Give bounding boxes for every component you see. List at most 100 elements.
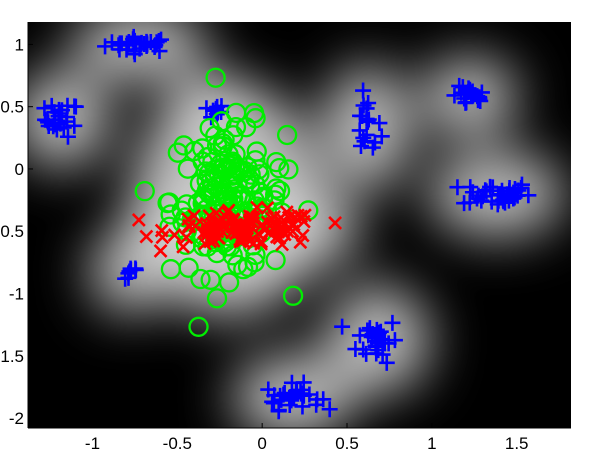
plus-marker bbox=[490, 192, 507, 209]
plus-marker bbox=[59, 128, 76, 145]
cross-marker bbox=[274, 215, 289, 230]
cross-marker bbox=[286, 217, 301, 232]
plus-marker bbox=[364, 139, 381, 156]
circle-marker bbox=[235, 117, 257, 138]
cross-marker bbox=[228, 226, 243, 241]
plus-marker bbox=[292, 381, 309, 398]
plus-marker bbox=[449, 179, 466, 196]
circle-marker bbox=[218, 272, 240, 293]
plus-marker bbox=[351, 327, 368, 344]
plus-marker bbox=[283, 374, 300, 391]
circle-marker bbox=[224, 164, 245, 185]
plus-marker bbox=[43, 97, 60, 114]
circle-marker bbox=[277, 124, 298, 146]
cross-marker bbox=[215, 225, 230, 239]
circle-marker bbox=[265, 184, 286, 205]
circle-marker bbox=[198, 163, 219, 184]
circle-marker bbox=[265, 249, 286, 271]
circle-marker bbox=[211, 111, 232, 132]
plus-marker bbox=[103, 34, 120, 51]
cross-marker bbox=[267, 209, 282, 224]
plus-marker bbox=[473, 192, 490, 209]
plus-marker bbox=[456, 90, 473, 107]
y-tick-label: 0 bbox=[15, 160, 24, 179]
plus-marker bbox=[451, 77, 468, 94]
y-tick-label: -0.5 bbox=[0, 222, 24, 241]
plus-marker bbox=[50, 108, 67, 125]
circle-marker bbox=[240, 175, 261, 196]
cross-marker bbox=[295, 228, 310, 243]
x-tick-label: 0 bbox=[257, 434, 266, 450]
circle-marker bbox=[233, 259, 254, 280]
plus-marker bbox=[461, 194, 478, 211]
plus-marker bbox=[384, 314, 401, 331]
cross-marker bbox=[275, 237, 290, 252]
cross-marker bbox=[167, 228, 182, 243]
circle-marker bbox=[245, 150, 266, 171]
plus-marker bbox=[55, 119, 72, 136]
plus-marker bbox=[66, 117, 83, 134]
x-tick-label: 0.5 bbox=[335, 434, 359, 450]
cross-marker bbox=[244, 209, 259, 224]
plus-marker bbox=[285, 390, 302, 407]
plus-marker bbox=[309, 391, 326, 408]
plus-marker bbox=[358, 110, 375, 127]
y-tick-label: -1 bbox=[9, 284, 24, 303]
circle-marker bbox=[218, 144, 239, 165]
axes: -1 -0.5 0 0.5 1 1.5 -2 -1.5 -1 -0.5 0 0.5 1 bbox=[0, 22, 571, 450]
x-tick-label: 1 bbox=[427, 434, 436, 450]
cross-marker bbox=[131, 212, 146, 227]
circle-marker bbox=[216, 185, 238, 207]
x-tick-label: 1.5 bbox=[505, 434, 529, 450]
cross-marker bbox=[260, 201, 275, 215]
plus-marker bbox=[376, 335, 393, 352]
cross-marker bbox=[254, 236, 268, 251]
circle-marker bbox=[222, 245, 243, 266]
plus-marker bbox=[464, 83, 481, 100]
circle-marker bbox=[205, 67, 226, 88]
x-tick-label: -1 bbox=[85, 434, 100, 450]
cross-marker bbox=[179, 230, 194, 245]
plus-marker bbox=[373, 128, 390, 145]
cross-marker bbox=[197, 225, 211, 240]
cross-marker bbox=[139, 229, 154, 244]
plus-marker bbox=[484, 179, 501, 196]
cross-marker bbox=[216, 220, 231, 235]
plus-marker bbox=[122, 261, 139, 278]
plus-marker bbox=[36, 100, 53, 117]
plus-marker bbox=[364, 326, 381, 343]
plus-marker bbox=[358, 345, 375, 362]
circle-marker bbox=[157, 192, 178, 214]
plus-marker bbox=[111, 41, 128, 58]
circle-marker bbox=[269, 158, 290, 179]
data-markers bbox=[36, 28, 537, 420]
y-tick-label: -1.5 bbox=[0, 347, 24, 366]
cross-marker bbox=[254, 234, 269, 249]
density-blob bbox=[28, 70, 111, 169]
circle-marker bbox=[199, 117, 220, 139]
y-tick-label: -2 bbox=[9, 409, 24, 428]
plus-marker bbox=[260, 381, 277, 398]
plus-marker bbox=[347, 341, 364, 358]
cross-marker bbox=[154, 223, 169, 238]
plus-marker bbox=[472, 92, 489, 109]
cross-marker bbox=[153, 243, 168, 258]
circle-marker bbox=[246, 141, 267, 162]
cross-marker bbox=[265, 221, 280, 236]
plus-marker bbox=[270, 403, 287, 420]
plus-marker bbox=[294, 398, 311, 415]
plus-marker bbox=[47, 111, 64, 128]
x-tick-label: -0.5 bbox=[163, 434, 192, 450]
plus-marker bbox=[355, 82, 372, 99]
y-tick-label: 1 bbox=[15, 35, 24, 54]
cross-marker bbox=[279, 205, 294, 219]
plot-area bbox=[28, 22, 571, 428]
plus-marker bbox=[48, 121, 65, 138]
cross-marker bbox=[181, 212, 195, 227]
circle-marker bbox=[225, 116, 247, 138]
circle-marker bbox=[190, 268, 211, 290]
plus-marker bbox=[378, 354, 395, 371]
cross-marker bbox=[232, 232, 247, 247]
plus-marker bbox=[151, 43, 168, 60]
